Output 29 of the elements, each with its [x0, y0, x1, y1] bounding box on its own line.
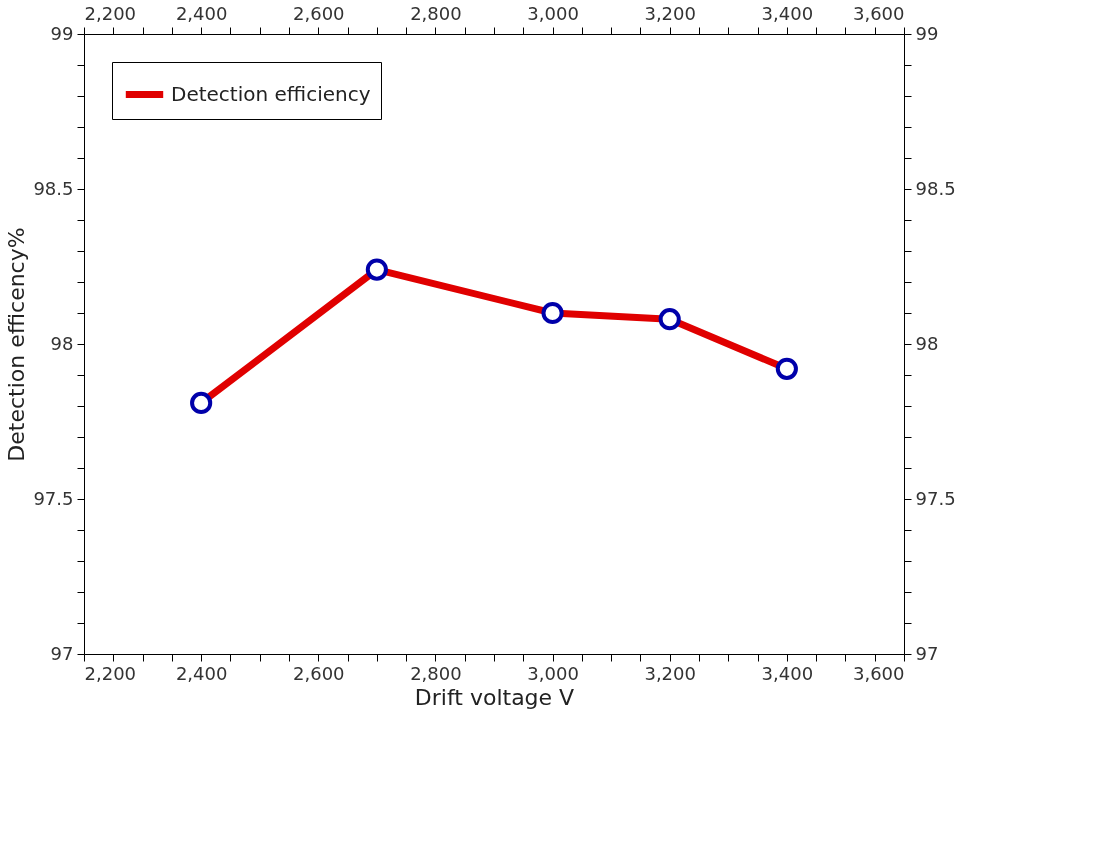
- y2-tick-label: 97: [915, 642, 939, 664]
- x-axis-title: Drift voltage V: [414, 684, 575, 710]
- y2-tick-label: 99: [915, 22, 939, 44]
- x2-tick-label: 2,800: [410, 2, 462, 24]
- x-tick-label: 2,200: [84, 662, 137, 684]
- x-tick-label: 3,000: [527, 662, 579, 684]
- x-tick-label: 2,800: [410, 662, 462, 684]
- x2-tick-label: 3,000: [527, 2, 579, 24]
- y-tick-label: 98.5: [33, 177, 74, 199]
- x-tick-label: 2,600: [293, 662, 345, 684]
- x-tick-label: 3,400: [761, 662, 814, 684]
- y-tick-label: 98: [50, 332, 74, 354]
- x-tick-label: 3,200: [644, 662, 696, 684]
- y-tick-label: 97.5: [33, 487, 74, 509]
- x2-tick-label: 3,200: [644, 2, 696, 24]
- x2-tick-label: 2,600: [293, 2, 345, 24]
- y-tick-label: 97: [50, 642, 74, 664]
- y2-tick-label: 98: [915, 332, 939, 354]
- x2-tick-label: 2,400: [175, 2, 228, 24]
- x2-tick-label: 2,200: [84, 2, 137, 24]
- y-tick-label: 99: [50, 22, 74, 44]
- legend-label: Detection efficiency: [171, 81, 371, 106]
- x2-tick-label: 3,400: [761, 2, 814, 24]
- x-tick-label: 3,600: [852, 662, 905, 684]
- y2-tick-label: 97.5: [915, 487, 956, 509]
- x2-tick-label: 3,600: [852, 2, 905, 24]
- y-axis-title: Detection efficency%: [4, 227, 30, 462]
- y2-tick-label: 98.5: [915, 177, 956, 199]
- x-tick-label: 2,400: [175, 662, 228, 684]
